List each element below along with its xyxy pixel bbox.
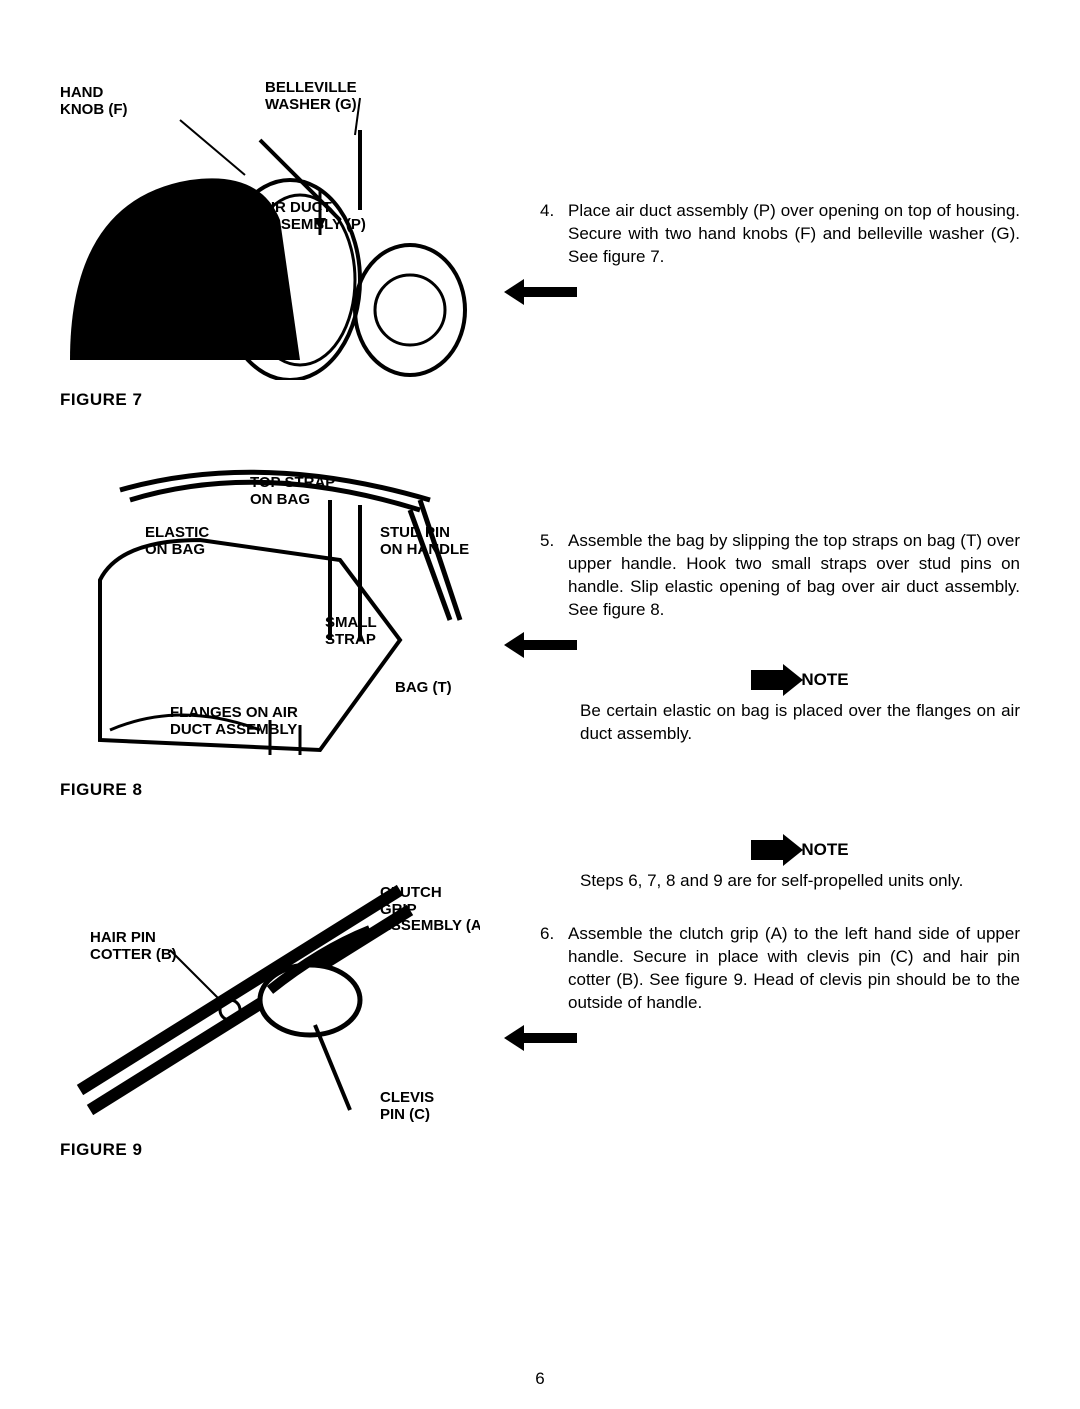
label-air-duct: AIR DUCT ASSEMBLY (P) xyxy=(260,200,366,233)
note-2-label: NOTE xyxy=(801,840,848,860)
step-4-num: 4. xyxy=(540,200,568,269)
page-number: 6 xyxy=(535,1369,544,1389)
note-2-text: Steps 6, 7, 8 and 9 are for self-propell… xyxy=(580,870,1020,893)
note-1: NOTE Be certain elastic on bag is placed… xyxy=(580,670,1020,746)
step-5: 5. Assemble the bag by slipping the top … xyxy=(540,530,1020,622)
note-2: NOTE Steps 6, 7, 8 and 9 are for self-pr… xyxy=(580,840,1020,893)
step-6-text: Assemble the clutch grip (A) to the left… xyxy=(568,923,1020,1015)
figure-8-column: TOP STRAP ON BAG ELASTIC ON BAG STUD PIN… xyxy=(60,440,500,800)
figure-9-illustration: CLUTCH GRIP ASSEMBLY (A) HAIR PIN COTTER… xyxy=(60,830,480,1130)
step-6-num: 6. xyxy=(540,923,568,1015)
step-6: 6. Assemble the clutch grip (A) to the l… xyxy=(540,923,1020,1015)
figure-8-box: TOP STRAP ON BAG ELASTIC ON BAG STUD PIN… xyxy=(60,440,480,770)
note-2-header: NOTE xyxy=(580,840,1020,860)
label-bag: BAG (T) xyxy=(395,680,452,697)
figure-7-column: HAND KNOB (F) BELLEVILLE WASHER (G) AIR … xyxy=(60,60,500,410)
note-arrow-icon xyxy=(751,670,785,690)
step-6-column: NOTE Steps 6, 7, 8 and 9 are for self-pr… xyxy=(500,830,1020,1063)
step-5-column: 5. Assemble the bag by slipping the top … xyxy=(500,440,1020,764)
label-clevis: CLEVIS PIN (C) xyxy=(380,1090,434,1123)
label-small-strap: SMALL STRAP xyxy=(325,615,377,648)
note-1-text: Be certain elastic on bag is placed over… xyxy=(580,700,1020,746)
figure-7-caption: FIGURE 7 xyxy=(60,390,500,410)
step-5-text: Assemble the bag by slipping the top str… xyxy=(568,530,1020,622)
label-top-strap: TOP STRAP ON BAG xyxy=(250,475,335,508)
label-belleville: BELLEVILLE WASHER (G) xyxy=(265,80,357,113)
figure-9-column: CLUTCH GRIP ASSEMBLY (A) HAIR PIN COTTER… xyxy=(60,830,500,1160)
label-clutch: CLUTCH GRIP ASSEMBLY (A) xyxy=(380,885,480,935)
figure-8-caption: FIGURE 8 xyxy=(60,780,500,800)
figure-9-caption: FIGURE 9 xyxy=(60,1140,500,1160)
label-flanges: FLANGES ON AIR DUCT ASSEMBLY xyxy=(170,705,298,738)
label-elastic: ELASTIC ON BAG xyxy=(145,525,209,558)
figure-8-illustration: TOP STRAP ON BAG ELASTIC ON BAG STUD PIN… xyxy=(60,440,480,770)
step-4-column: 4. Place air duct assembly (P) over open… xyxy=(500,60,1020,317)
note-1-label: NOTE xyxy=(801,670,848,690)
figure-7-illustration: HAND KNOB (F) BELLEVILLE WASHER (G) AIR … xyxy=(60,60,480,380)
row-figure-9: CLUTCH GRIP ASSEMBLY (A) HAIR PIN COTTER… xyxy=(60,830,1020,1160)
step-4: 4. Place air duct assembly (P) over open… xyxy=(540,200,1020,269)
row-figure-8: TOP STRAP ON BAG ELASTIC ON BAG STUD PIN… xyxy=(60,440,1020,800)
label-hairpin: HAIR PIN COTTER (B) xyxy=(90,930,177,963)
figure-9-box: CLUTCH GRIP ASSEMBLY (A) HAIR PIN COTTER… xyxy=(60,830,480,1130)
label-stud-pin: STUD PIN ON HANDLE xyxy=(380,525,469,558)
note-1-header: NOTE xyxy=(580,670,1020,690)
arrow-left-icon xyxy=(522,287,577,297)
label-hand-knob: HAND KNOB (F) xyxy=(60,85,128,118)
row-figure-7: HAND KNOB (F) BELLEVILLE WASHER (G) AIR … xyxy=(60,60,1020,410)
step-5-num: 5. xyxy=(540,530,568,622)
figure-9-svg xyxy=(60,830,480,1130)
arrow-left-icon xyxy=(522,640,577,650)
step-4-text: Place air duct assembly (P) over opening… xyxy=(568,200,1020,269)
figure-7-box: HAND KNOB (F) BELLEVILLE WASHER (G) AIR … xyxy=(60,60,480,380)
note-arrow-icon xyxy=(751,840,785,860)
arrow-left-icon xyxy=(522,1033,577,1043)
